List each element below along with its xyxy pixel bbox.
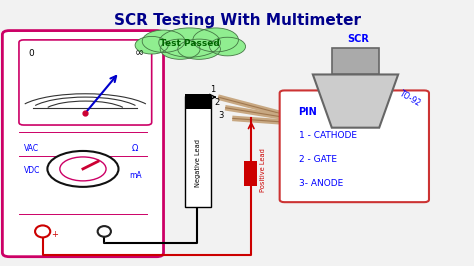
Text: ∞: ∞: [135, 48, 145, 58]
Text: SCR Testing With Multimeter: SCR Testing With Multimeter: [113, 13, 361, 28]
Text: 0: 0: [28, 49, 34, 58]
Text: mA: mA: [129, 171, 141, 180]
Text: Positive Lead: Positive Lead: [260, 148, 266, 192]
Ellipse shape: [178, 39, 220, 59]
Ellipse shape: [47, 151, 118, 187]
Ellipse shape: [60, 157, 106, 181]
Text: 3: 3: [218, 111, 223, 120]
FancyBboxPatch shape: [185, 96, 211, 207]
Text: 1 - CATHODE: 1 - CATHODE: [299, 131, 356, 140]
Ellipse shape: [193, 28, 238, 52]
Text: Negative Lead: Negative Lead: [195, 139, 201, 187]
Polygon shape: [313, 74, 398, 128]
Text: Test Passed: Test Passed: [160, 39, 219, 48]
Text: 2 - GATE: 2 - GATE: [299, 155, 337, 164]
FancyBboxPatch shape: [2, 31, 164, 257]
Text: SCR: SCR: [347, 34, 369, 44]
Text: +: +: [51, 230, 58, 239]
Text: TO-92: TO-92: [398, 89, 423, 108]
Ellipse shape: [35, 226, 50, 238]
Ellipse shape: [135, 36, 168, 54]
Ellipse shape: [98, 226, 111, 237]
Text: VDC: VDC: [24, 166, 40, 175]
FancyBboxPatch shape: [280, 90, 429, 202]
Text: Ω: Ω: [132, 144, 138, 153]
Text: 3- ANODE: 3- ANODE: [299, 179, 343, 188]
Text: -: -: [102, 237, 106, 247]
Text: VAC: VAC: [24, 144, 39, 153]
Ellipse shape: [142, 30, 185, 52]
Text: 1: 1: [210, 85, 216, 94]
FancyBboxPatch shape: [185, 94, 211, 109]
Ellipse shape: [210, 37, 246, 56]
FancyBboxPatch shape: [244, 161, 257, 186]
Text: 2: 2: [214, 98, 219, 107]
Ellipse shape: [159, 28, 220, 57]
Text: PIN: PIN: [299, 107, 318, 117]
FancyBboxPatch shape: [332, 48, 379, 74]
Ellipse shape: [160, 39, 200, 59]
FancyBboxPatch shape: [19, 40, 152, 125]
